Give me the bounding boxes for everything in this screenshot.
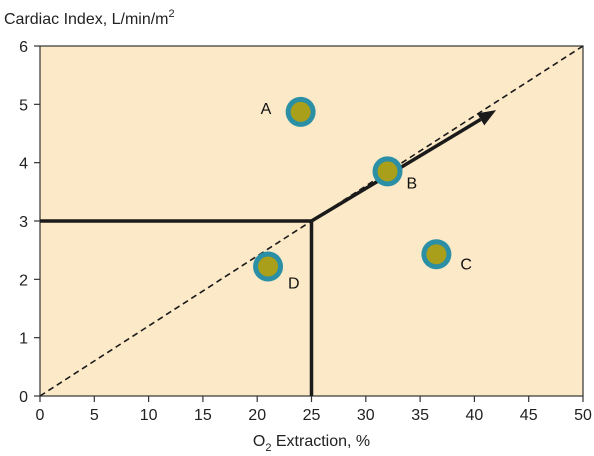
y-tick-label: 5 (19, 97, 28, 114)
x-tick-label: 20 (248, 407, 266, 424)
point-A (290, 101, 311, 122)
point-B (377, 161, 398, 182)
point-label-C: C (460, 256, 472, 273)
x-tick-label: 0 (36, 407, 45, 424)
x-axis-title: O2 Extraction, % (253, 433, 370, 454)
point-label-A: A (261, 101, 272, 118)
x-tick-label: 35 (411, 407, 429, 424)
y-tick-label: 0 (19, 389, 28, 406)
x-tick-label: 25 (303, 407, 321, 424)
point-label-D: D (288, 276, 300, 293)
x-tick-label: 15 (194, 407, 212, 424)
y-tick-label: 1 (19, 331, 28, 348)
x-tick-label: 5 (90, 407, 99, 424)
point-C (426, 244, 447, 265)
x-tick-label: 40 (466, 407, 484, 424)
data-points: A B C D (253, 96, 472, 293)
x-tick-label: 45 (520, 407, 538, 424)
point-D (258, 256, 279, 277)
reference-lines (39, 45, 584, 397)
point-label-B: B (407, 175, 418, 192)
y-axis-ticks: 0 1 2 3 4 5 6 (19, 39, 40, 406)
x-tick-label: 30 (357, 407, 375, 424)
y-tick-label: 6 (19, 39, 28, 56)
y-tick-label: 2 (19, 272, 28, 289)
y-axis-title: Cardiac Index, L/min/m2 (4, 8, 175, 28)
y-tick-label: 4 (19, 156, 28, 173)
x-axis-title-text: O2 Extraction, % (253, 433, 370, 454)
x-tick-label: 50 (574, 407, 592, 424)
x-axis-ticks: 0 5 10 15 20 25 30 35 40 45 50 (36, 396, 592, 424)
y-axis-title-text: Cardiac Index, L/min/m2 (4, 8, 175, 28)
arrow-head (477, 110, 497, 126)
y-tick-label: 3 (19, 214, 28, 231)
x-tick-label: 10 (140, 407, 158, 424)
